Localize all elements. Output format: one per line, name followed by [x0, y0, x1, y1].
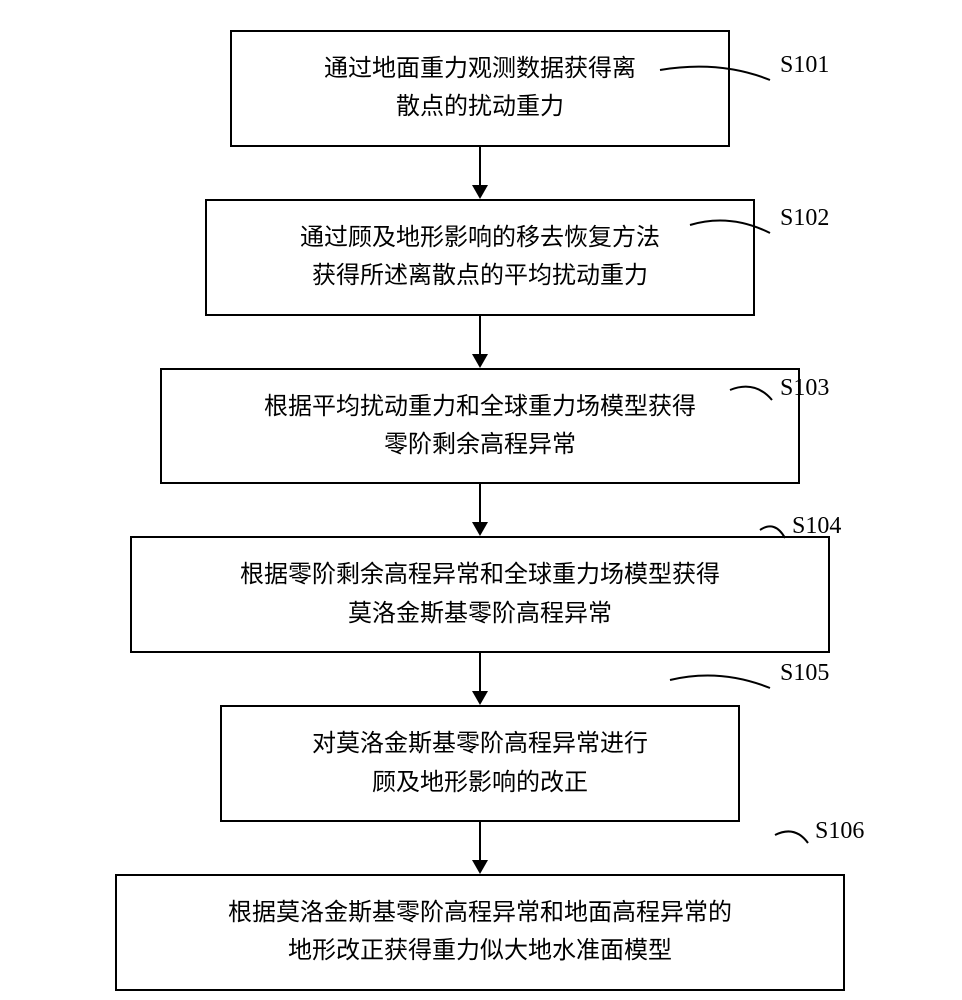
step-box-s106: 根据莫洛金斯基零阶高程异常和地面高程异常的 地形改正获得重力似大地水准面模型	[115, 874, 845, 991]
step-text: 根据平均扰动重力和全球重力场模型获得 零阶剩余高程异常	[192, 388, 768, 465]
step-box-s105: 对莫洛金斯基零阶高程异常进行 顾及地形影响的改正	[220, 705, 740, 822]
step-label-s103: S103	[780, 375, 829, 402]
step-box-s103: 根据平均扰动重力和全球重力场模型获得 零阶剩余高程异常	[160, 368, 800, 485]
arrow-down-icon	[465, 822, 495, 874]
step-label-s104: S104	[792, 513, 841, 540]
step-box-s101: 通过地面重力观测数据获得离 散点的扰动重力	[230, 30, 730, 147]
arrow-down-icon	[465, 653, 495, 705]
arrow-connector	[80, 484, 880, 536]
arrow-down-icon	[465, 147, 495, 199]
arrow-connector	[80, 822, 880, 874]
arrow-connector	[80, 147, 880, 199]
step-text: 根据莫洛金斯基零阶高程异常和地面高程异常的 地形改正获得重力似大地水准面模型	[147, 894, 813, 971]
arrow-connector	[80, 653, 880, 705]
step-label-s102: S102	[780, 205, 829, 232]
step-label-s106: S106	[815, 818, 864, 845]
step-text: 对莫洛金斯基零阶高程异常进行 顾及地形影响的改正	[252, 725, 708, 802]
flowchart-container: 通过地面重力观测数据获得离 散点的扰动重力 通过顾及地形影响的移去恢复方法 获得…	[80, 30, 880, 991]
step-label-s101: S101	[780, 52, 829, 79]
arrow-connector	[80, 316, 880, 368]
step-box-s104: 根据零阶剩余高程异常和全球重力场模型获得 莫洛金斯基零阶高程异常	[130, 536, 830, 653]
step-text: 通过地面重力观测数据获得离 散点的扰动重力	[262, 50, 698, 127]
arrow-down-icon	[465, 316, 495, 368]
step-box-s102: 通过顾及地形影响的移去恢复方法 获得所述离散点的平均扰动重力	[205, 199, 755, 316]
step-label-s105: S105	[780, 660, 829, 687]
arrow-down-icon	[465, 484, 495, 536]
step-text: 根据零阶剩余高程异常和全球重力场模型获得 莫洛金斯基零阶高程异常	[162, 556, 798, 633]
step-text: 通过顾及地形影响的移去恢复方法 获得所述离散点的平均扰动重力	[237, 219, 723, 296]
